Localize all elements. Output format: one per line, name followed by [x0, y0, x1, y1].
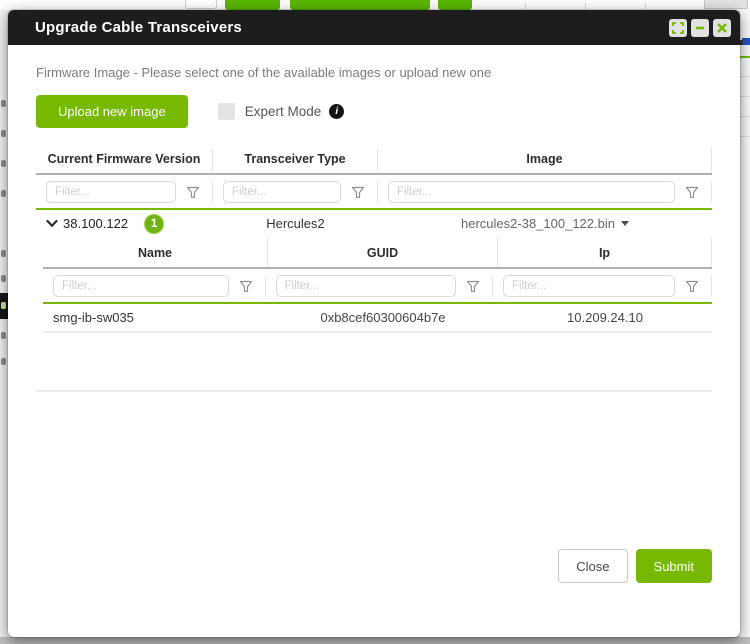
- upgrade-cable-transceivers-dialog: Upgrade Cable Transceivers Firmware Imag…: [8, 10, 740, 637]
- filter-input-transceiver-type[interactable]: [223, 181, 341, 203]
- background-page-top: [0, 0, 750, 10]
- filter-cell: [36, 181, 213, 203]
- background-fragment: [525, 2, 526, 9]
- filter-cell: [378, 181, 712, 203]
- caret-down-icon: [620, 221, 629, 226]
- background-button-fragment: [438, 0, 472, 10]
- devices-table-header: Name GUID Ip: [43, 237, 712, 269]
- device-count-badge: 1: [144, 213, 165, 234]
- devices-table: Name GUID Ip: [43, 237, 712, 333]
- actions-row: Upload new image Expert Mode i: [36, 95, 712, 128]
- background-fragment: [704, 0, 748, 9]
- filter-input-guid[interactable]: [275, 275, 456, 297]
- firmware-row: 38.100.122 1 Hercules2 hercules2-38_100_…: [36, 210, 712, 237]
- background-button-fragment: [290, 0, 430, 10]
- filter-funnel-icon[interactable]: [466, 280, 480, 293]
- info-icon[interactable]: i: [329, 104, 345, 119]
- firmware-version-value: 38.100.122: [63, 216, 129, 231]
- background-fragment: [645, 2, 646, 9]
- background-button-fragment: [225, 0, 280, 10]
- column-header-image[interactable]: Image: [378, 148, 712, 173]
- device-ip: 10.209.24.10: [567, 310, 643, 325]
- dialog-title-bar: Upgrade Cable Transceivers: [8, 10, 740, 45]
- firmware-table: Current Firmware Version Transceiver Typ…: [36, 148, 712, 392]
- dialog-title: Upgrade Cable Transceivers: [35, 19, 242, 36]
- filter-input-current-firmware-version[interactable]: [46, 181, 176, 203]
- firmware-table-header: Current Firmware Version Transceiver Typ…: [36, 148, 712, 175]
- background-fragment: [1, 250, 6, 257]
- filter-cell: [493, 275, 712, 297]
- dialog-body: Firmware Image - Please select one of th…: [8, 45, 740, 637]
- background-fragment: [740, 40, 743, 45]
- firmware-table-filter-row: [36, 175, 712, 210]
- background-fragment: [1, 130, 6, 137]
- filter-funnel-icon[interactable]: [685, 280, 699, 293]
- background-fragment: [740, 76, 750, 77]
- column-header-name[interactable]: Name: [43, 237, 268, 267]
- background-sidebar-strip: [0, 10, 8, 637]
- background-fragment: [740, 96, 750, 97]
- expert-mode-label: Expert Mode: [244, 104, 322, 119]
- table-bottom-divider: [36, 390, 712, 392]
- background-fragment: [742, 38, 750, 45]
- background-fragment: [1, 190, 6, 197]
- maximize-button[interactable]: [669, 18, 687, 37]
- filter-cell: [43, 275, 266, 297]
- background-fragment: [1, 275, 6, 282]
- dialog-footer: Close Submit: [558, 549, 712, 583]
- image-select[interactable]: hercules2-38_100_122.bin: [378, 216, 712, 231]
- submit-button[interactable]: Submit: [635, 549, 712, 583]
- background-fragment: [1, 332, 6, 339]
- filter-funnel-icon[interactable]: [685, 186, 699, 199]
- filter-funnel-icon[interactable]: [351, 186, 365, 199]
- background-fragment: [185, 0, 217, 9]
- background-fragment: [1, 100, 6, 107]
- maximize-icon: [672, 21, 684, 34]
- filter-funnel-icon[interactable]: [186, 186, 200, 199]
- filter-funnel-icon[interactable]: [239, 280, 253, 293]
- background-page-bottom: [0, 637, 750, 644]
- close-icon: [717, 22, 727, 33]
- device-row: smg-ib-sw035 0xb8cef60300604b7e 10.209.2…: [43, 304, 712, 333]
- device-name: smg-ib-sw035: [53, 310, 134, 325]
- background-fragment: [1, 160, 6, 167]
- background-fragment: [740, 56, 750, 58]
- devices-table-filter-row: [43, 269, 712, 304]
- background-fragment: [740, 136, 750, 137]
- column-header-guid[interactable]: GUID: [268, 237, 498, 267]
- filter-input-image[interactable]: [388, 181, 675, 203]
- background-page-right-strip: [740, 10, 750, 637]
- device-guid: 0xb8cef60300604b7e: [320, 310, 446, 325]
- transceiver-type-value: Hercules2: [266, 216, 325, 231]
- column-header-ip[interactable]: Ip: [498, 237, 712, 267]
- image-select-value: hercules2-38_100_122.bin: [461, 216, 615, 231]
- background-fragment: [585, 2, 586, 9]
- expert-mode-checkbox[interactable]: [217, 103, 235, 120]
- background-fragment: [1, 358, 6, 365]
- background-selected-item-fragment: [0, 293, 8, 319]
- upload-new-image-button[interactable]: Upload new image: [36, 95, 188, 128]
- filter-input-name[interactable]: [53, 275, 229, 297]
- column-header-transceiver-type[interactable]: Transceiver Type: [213, 148, 378, 173]
- filter-cell: [266, 275, 493, 297]
- background-fragment: [740, 116, 750, 117]
- filter-input-ip[interactable]: [503, 275, 675, 297]
- chevron-down-icon[interactable]: [46, 219, 58, 228]
- minimize-button[interactable]: [691, 18, 709, 37]
- firmware-version-cell: 38.100.122 1: [36, 213, 213, 234]
- background-fragment: [1, 302, 6, 309]
- close-button[interactable]: [713, 18, 731, 37]
- close-dialog-button[interactable]: Close: [558, 549, 628, 583]
- firmware-image-instructions: Firmware Image - Please select one of th…: [36, 65, 492, 80]
- column-header-current-firmware-version[interactable]: Current Firmware Version: [36, 148, 213, 173]
- minimize-icon: [696, 26, 704, 29]
- filter-cell: [213, 181, 378, 203]
